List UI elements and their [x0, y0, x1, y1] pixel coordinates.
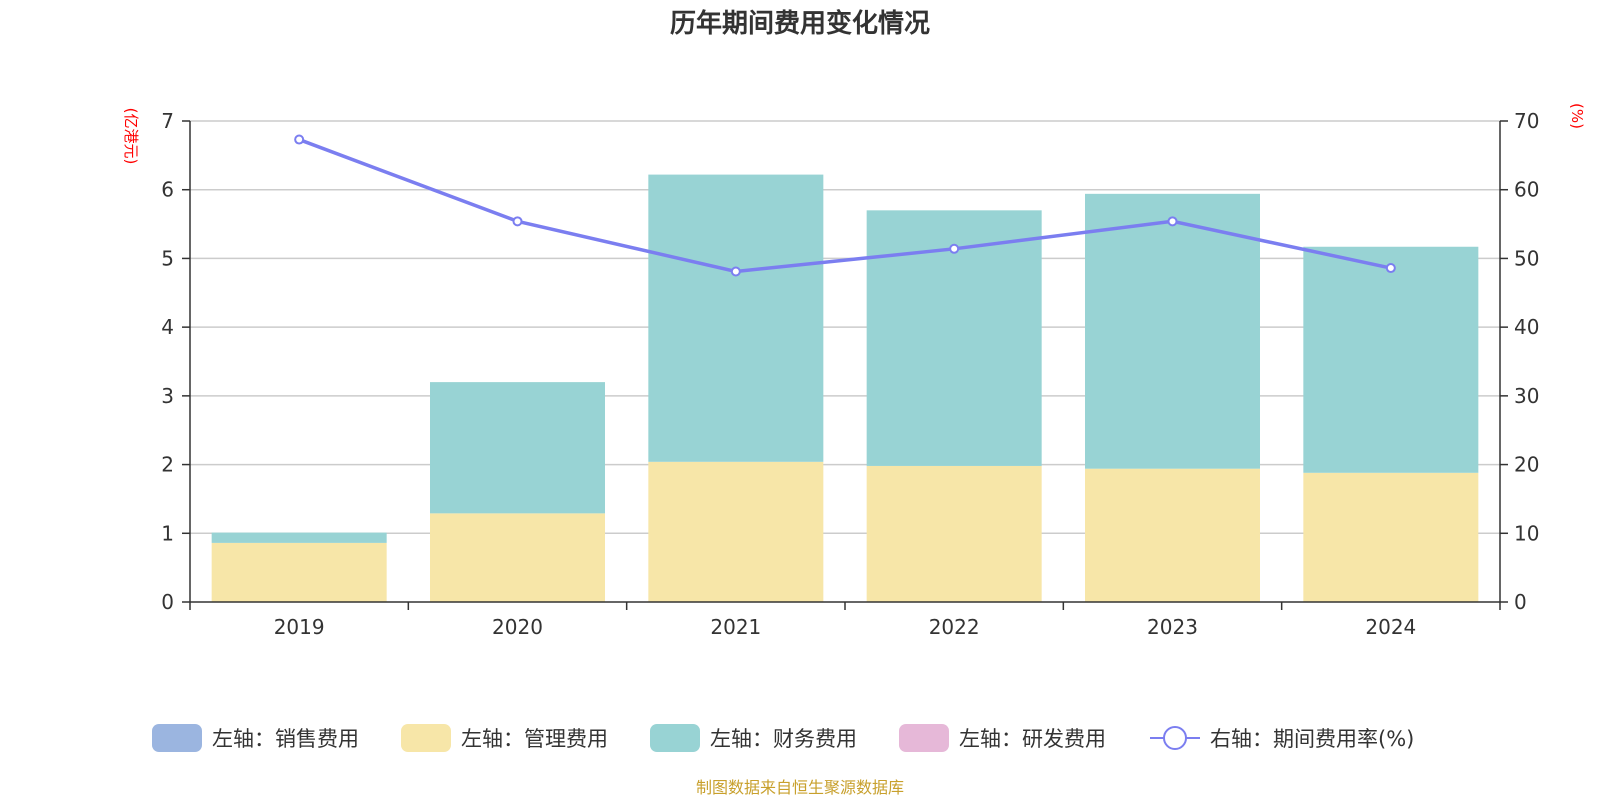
x-axis-tick-label: 2023 — [1147, 615, 1198, 639]
bar — [1085, 193, 1260, 469]
left-axis-tick-label: 0 — [161, 590, 174, 614]
legend-label: 左轴：管理费用 — [461, 727, 608, 751]
right-axis-tick-label: 0 — [1514, 590, 1527, 614]
right-axis-tick-label: 70 — [1514, 109, 1539, 133]
bar-series — [211, 174, 1479, 602]
bar — [211, 532, 387, 543]
legend: 左轴：销售费用 左轴：管理费用 左轴：财务费用 左轴：研发费用 右轴：期间费用率(%) — [152, 724, 1414, 752]
line-point — [730, 266, 741, 277]
line-point — [1385, 263, 1396, 274]
left-axis-tick-label: 2 — [161, 453, 174, 477]
legend-label: 右轴：期间费用率(%) — [1210, 727, 1414, 751]
left-axis-tick-label: 4 — [161, 315, 174, 339]
legend-swatch — [899, 724, 949, 752]
left-axis-tick-label: 6 — [161, 178, 174, 202]
right-axis-unit: (%) — [1568, 103, 1586, 129]
legend-label: 左轴：研发费用 — [959, 727, 1106, 751]
x-axis-tick-label: 2019 — [274, 615, 325, 639]
line-path — [298, 137, 1392, 274]
line-point — [512, 216, 523, 227]
left-axis-tick-label: 1 — [161, 521, 174, 545]
right-axis-tick-label: 20 — [1514, 453, 1539, 477]
legend-swatch — [152, 724, 202, 752]
bar — [211, 542, 387, 602]
right-axis-tick-label: 60 — [1514, 178, 1539, 202]
line-point — [949, 243, 960, 254]
bar — [1085, 468, 1260, 602]
x-axis-tick-label: 2022 — [929, 615, 980, 639]
legend-swatch — [650, 724, 700, 752]
right-axis-tick-label: 10 — [1514, 521, 1539, 545]
bar — [1303, 246, 1479, 473]
x-axis-tick-label: 2021 — [710, 615, 761, 639]
source-note: 制图数据来自恒生聚源数据库 — [696, 778, 904, 797]
left-axis-tick-label: 7 — [161, 109, 174, 133]
x-axis-tick-label: 2024 — [1365, 615, 1416, 639]
chart-title: 历年期间费用变化情况 — [670, 8, 930, 39]
line-point — [294, 134, 305, 145]
bar — [648, 461, 824, 602]
bar — [866, 465, 1042, 602]
right-axis-tick-label: 30 — [1514, 384, 1539, 408]
legend-label: 左轴：财务费用 — [710, 727, 857, 751]
x-axis-tick-label: 2020 — [492, 615, 543, 639]
bar — [430, 382, 605, 514]
legend-label: 左轴：销售费用 — [212, 727, 359, 751]
line-point — [1167, 216, 1178, 227]
legend-swatch — [401, 724, 451, 752]
right-axis-tick-label: 50 — [1514, 246, 1539, 270]
left-axis-tick-label: 5 — [161, 246, 174, 270]
left-axis-tick-label: 3 — [161, 384, 174, 408]
left-axis-unit: (亿港元) — [122, 108, 140, 165]
line-series — [294, 134, 1396, 277]
right-axis-tick-label: 40 — [1514, 315, 1539, 339]
bar — [648, 174, 824, 462]
legend-marker — [1163, 726, 1187, 750]
bar — [430, 513, 605, 602]
bar — [1303, 472, 1479, 602]
